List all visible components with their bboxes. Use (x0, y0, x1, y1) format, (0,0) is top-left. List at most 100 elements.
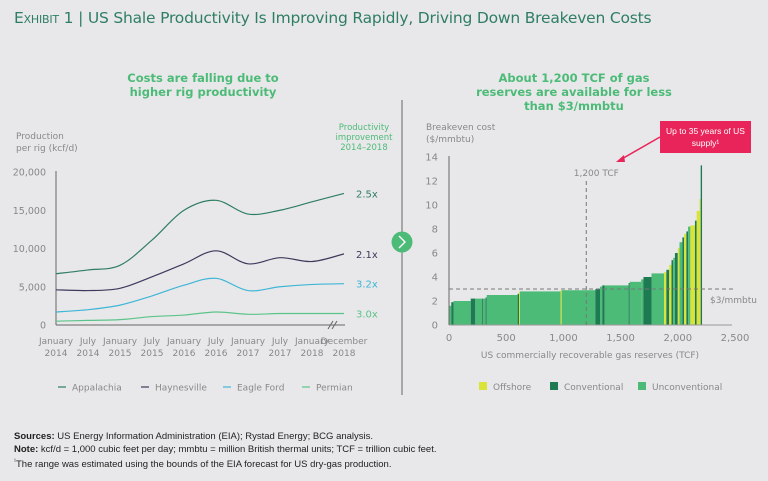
left-xtick-label: 2014 (45, 349, 68, 359)
bar-offshore (664, 272, 667, 325)
right-ytick-label: 8 (432, 225, 438, 236)
note-label: Note: (14, 444, 39, 455)
bar-conventional (643, 277, 652, 325)
improvement-label: 3.0x (356, 310, 378, 321)
sources-line: Sources: US Energy Information Administr… (14, 430, 437, 443)
improvement-label: 3.2x (356, 280, 378, 291)
left-xtick-label: 2016 (205, 349, 228, 359)
left-xtick-label: 2016 (173, 349, 196, 359)
supply-callout: Up to 35 years of US supply¹ (660, 121, 751, 153)
bar-offshore (677, 248, 680, 325)
productivity-header: improvement (335, 133, 393, 143)
title-text: US Shale Productivity Is Improving Rapid… (87, 9, 652, 27)
right-ytick-label: 2 (432, 297, 438, 308)
right-ytick-label: 12 (425, 177, 438, 188)
bar-offshore (519, 291, 520, 325)
left-ytick-label: 15,000 (13, 206, 46, 217)
legend-item-conventional: Conventional (550, 382, 623, 393)
legend-item-offshore: Offshore (479, 382, 532, 393)
left-xtick-label: 2017 (237, 349, 260, 359)
legend-label: Conventional (564, 383, 623, 393)
right-xtick-label: 0 (446, 333, 452, 344)
left-xtick-label: 2018 (301, 349, 324, 359)
left-xtick-label: July (143, 337, 161, 347)
left-xtick-label: December (321, 337, 368, 347)
left-ytick-label: 5,000 (19, 282, 46, 293)
bar-offshore (684, 233, 687, 325)
left-xtick-label: 2015 (141, 349, 164, 359)
right-xlabel: US commercially recoverable gas reserves… (481, 351, 699, 361)
reference-label-mmbtu: $3/mmbtu (710, 296, 757, 306)
bar-conventional (482, 298, 484, 325)
left-xtick-label: January (38, 337, 74, 347)
sources-label: Sources: (14, 431, 55, 442)
bar-conventional (470, 298, 476, 325)
right-chart-subtitle: About 1,200 TCF of gas reserves are avai… (476, 71, 672, 113)
axis-break-icon (327, 320, 338, 330)
legend-swatch (550, 382, 558, 390)
bar-unconventional (604, 285, 629, 325)
legend-label: Appalachia (72, 384, 122, 394)
bar-conventional (686, 231, 689, 325)
bar-conventional (700, 165, 703, 325)
legend-label: Eagle Ford (237, 384, 284, 394)
line-permian (55, 311, 344, 322)
bar-unconventional (561, 290, 596, 325)
note-line: Note: kcf/d = 1,000 cubic feet per day; … (14, 443, 437, 456)
left-xtick-label: January (230, 337, 266, 347)
bar-conventional (628, 283, 630, 325)
right-xtick-label: 2,000 (663, 333, 692, 344)
chevron-right-icon (391, 231, 413, 253)
productivity-header: Productivity (339, 123, 389, 133)
bar-unconventional (679, 242, 683, 325)
bar-conventional (682, 237, 685, 325)
bar-offshore (699, 199, 701, 325)
legend-item-appalachia: Appalachia (58, 384, 122, 394)
left-xtick-label: July (79, 337, 97, 347)
left-chart-subtitle: Costs are falling due to higher rig prod… (127, 71, 279, 99)
title-separator: | (78, 9, 84, 27)
bar-offshore (690, 225, 695, 325)
right-ylabel-line1: Breakeven cost (426, 123, 496, 133)
right-ytick-label: 10 (425, 201, 438, 212)
bar-unconventional (651, 273, 665, 325)
bar-unconventional (453, 301, 471, 325)
legend-item-permian: Permian (302, 384, 353, 394)
legend-label: Offshore (493, 383, 532, 393)
bar-unconventional (519, 291, 561, 325)
bar-offshore (669, 265, 672, 325)
line-haynesville (55, 250, 345, 292)
bar-conventional (517, 293, 520, 325)
right-ytick-label: 4 (432, 273, 438, 284)
improvement-label: 2.5x (356, 189, 378, 200)
left-ytick-label: 10,000 (13, 244, 46, 255)
bar-unconventional (629, 281, 642, 325)
bar-unconventional (673, 257, 675, 325)
legend-swatch (479, 382, 487, 390)
left-line-chart: Production per rig (kcf/d) 0 5,000 10,000 1… (13, 123, 393, 394)
right-ytick-label: 14 (425, 153, 438, 164)
left-xtick-label: 2017 (269, 349, 292, 359)
bar-unconventional (449, 305, 452, 325)
left-ylabel-line2: per rig (kcf/d) (16, 144, 78, 154)
bar-conventional (485, 297, 487, 325)
bar-unconventional (483, 298, 486, 325)
bar-conventional (666, 269, 670, 325)
right-xtick-label: 2,500 (721, 333, 750, 344)
left-xtick-label: 2014 (77, 349, 100, 359)
right-ytick-label: 0 (432, 321, 438, 332)
bar-conventional (602, 285, 605, 325)
right-xtick-label: 1,000 (549, 333, 578, 344)
exhibit-label: Exhibit 1 (14, 9, 74, 27)
left-xtick-label: January (294, 337, 330, 347)
right-bar-chart: Breakeven cost ($/mmbtu) 0 2 4 6 8 10 12 14 0 50… (425, 123, 757, 393)
line-eagle-ford (55, 277, 345, 313)
legend-item-haynesville: Haynesville (141, 384, 207, 394)
right-xtick-label: 500 (497, 333, 516, 344)
bar-conventional (451, 302, 454, 325)
sources-text: US Energy Information Administration (EI… (57, 431, 374, 442)
legend-item-eagle-ford: Eagle Ford (223, 384, 284, 394)
right-ytick-label: 6 (432, 249, 438, 260)
legend-label: Permian (316, 384, 353, 394)
bar-unconventional (688, 226, 691, 325)
